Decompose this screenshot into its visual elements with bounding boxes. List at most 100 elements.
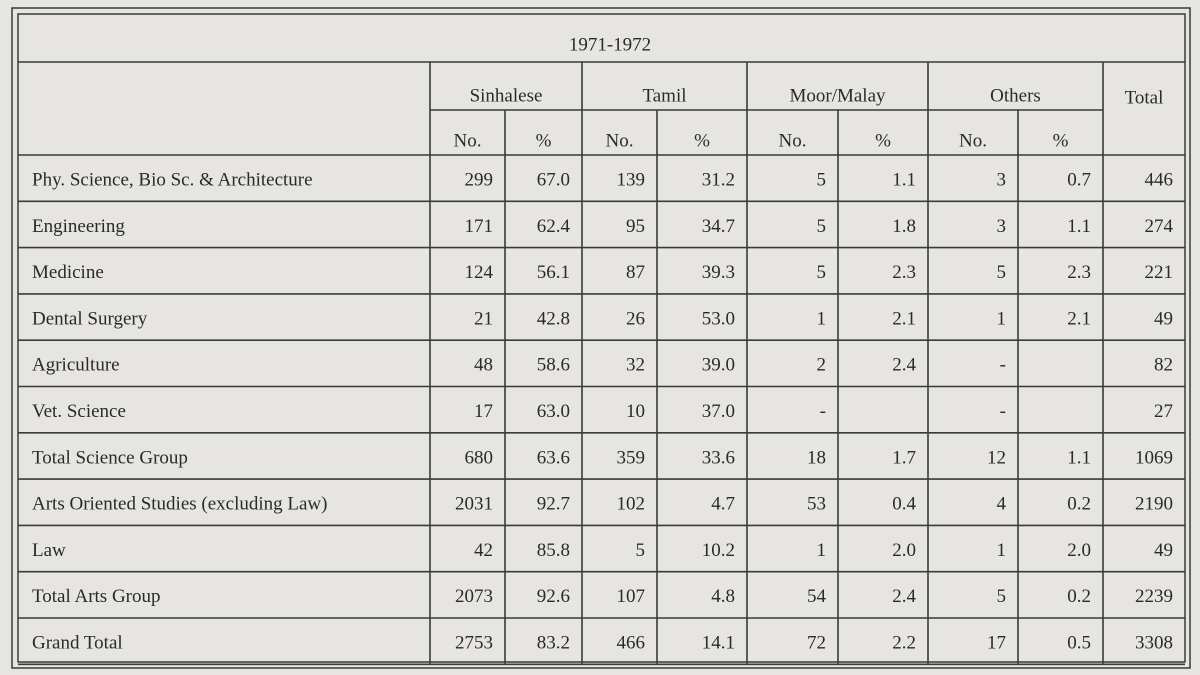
cell: 31.2 bbox=[702, 170, 735, 191]
cell: 72 bbox=[807, 633, 826, 654]
cell: 17 bbox=[987, 633, 1006, 654]
row-label: Law bbox=[32, 540, 66, 561]
cell: 1.1 bbox=[892, 170, 916, 191]
cell: 1.8 bbox=[892, 216, 916, 237]
cell: 49 bbox=[1154, 540, 1173, 561]
cell: 4.7 bbox=[711, 494, 735, 515]
row-label: Phy. Science, Bio Sc. & Architecture bbox=[32, 170, 313, 191]
cell: 680 bbox=[465, 447, 494, 468]
cell: 5 bbox=[997, 262, 1007, 283]
table-title: 1971-1972 bbox=[569, 34, 651, 55]
outer-frame bbox=[11, 7, 1191, 669]
cell: 18 bbox=[807, 447, 826, 468]
cell: 42.8 bbox=[537, 308, 570, 329]
row-label: Engineering bbox=[32, 216, 125, 237]
cell: - bbox=[820, 401, 826, 422]
cell: 53 bbox=[807, 494, 826, 515]
cell: 82 bbox=[1154, 355, 1173, 376]
cell: 21 bbox=[474, 308, 493, 329]
cell: 10.2 bbox=[702, 540, 735, 561]
cell: 0.7 bbox=[1067, 170, 1091, 191]
cell: 274 bbox=[1145, 216, 1174, 237]
cell: 0.4 bbox=[892, 494, 916, 515]
cell: 95 bbox=[626, 216, 645, 237]
cell: 3 bbox=[997, 216, 1007, 237]
cell: 0.2 bbox=[1067, 494, 1091, 515]
cell: 5 bbox=[817, 262, 827, 283]
cell: 63.6 bbox=[537, 447, 570, 468]
cell: 34.7 bbox=[702, 216, 735, 237]
cell: 33.6 bbox=[702, 447, 735, 468]
sub-header: No. bbox=[454, 130, 482, 151]
cell: 2753 bbox=[455, 633, 493, 654]
sub-header: No. bbox=[779, 130, 807, 151]
cell: 1.1 bbox=[1067, 447, 1091, 468]
cell: - bbox=[1000, 355, 1006, 376]
cell: 53.0 bbox=[702, 308, 735, 329]
cell: 446 bbox=[1145, 170, 1174, 191]
cell: 2031 bbox=[455, 494, 493, 515]
cell: 39.0 bbox=[702, 355, 735, 376]
row-label: Dental Surgery bbox=[32, 308, 148, 329]
cell: 2.1 bbox=[1067, 308, 1091, 329]
cell: 2.2 bbox=[892, 633, 916, 654]
cell: 2.0 bbox=[1067, 540, 1091, 561]
cell: 2.0 bbox=[892, 540, 916, 561]
cell: 2190 bbox=[1135, 494, 1173, 515]
cell: 2.3 bbox=[892, 262, 916, 283]
cell: 83.2 bbox=[537, 633, 570, 654]
cell: 4 bbox=[997, 494, 1007, 515]
cell: 171 bbox=[465, 216, 494, 237]
cell: 62.4 bbox=[537, 216, 571, 237]
cell: 2.1 bbox=[892, 308, 916, 329]
sub-header: % bbox=[536, 130, 552, 151]
cell: 58.6 bbox=[537, 355, 570, 376]
cell: 221 bbox=[1145, 262, 1174, 283]
cell: 3308 bbox=[1135, 633, 1173, 654]
cell: 1069 bbox=[1135, 447, 1173, 468]
cell: 42 bbox=[474, 540, 493, 561]
cell: 1 bbox=[817, 308, 827, 329]
inner-frame bbox=[17, 13, 1186, 663]
row-label: Medicine bbox=[32, 262, 104, 283]
cell: 5 bbox=[817, 170, 827, 191]
cell: 56.1 bbox=[537, 262, 570, 283]
cell: 2.4 bbox=[892, 586, 916, 607]
cell: 102 bbox=[617, 494, 646, 515]
cell: 12 bbox=[987, 447, 1006, 468]
cell: 5 bbox=[997, 586, 1007, 607]
cell: 5 bbox=[817, 216, 827, 237]
cell: 2.3 bbox=[1067, 262, 1091, 283]
cell: 67.0 bbox=[537, 170, 570, 191]
sub-header: % bbox=[1053, 130, 1069, 151]
cell: 1 bbox=[997, 540, 1007, 561]
cell: 85.8 bbox=[537, 540, 570, 561]
group-header: Others bbox=[990, 85, 1041, 106]
cell: 87 bbox=[626, 262, 645, 283]
cell: 1.1 bbox=[1067, 216, 1091, 237]
cell: 1 bbox=[817, 540, 827, 561]
sub-header: No. bbox=[959, 130, 987, 151]
group-header: Tamil bbox=[642, 85, 686, 106]
cell: 26 bbox=[626, 308, 645, 329]
row-label: Vet. Science bbox=[32, 401, 126, 422]
sub-header: % bbox=[875, 130, 891, 151]
cell: 92.7 bbox=[537, 494, 570, 515]
cell: 27 bbox=[1154, 401, 1173, 422]
row-label: Total Science Group bbox=[32, 447, 188, 468]
sub-header: % bbox=[694, 130, 710, 151]
cell: 39.3 bbox=[702, 262, 735, 283]
row-label: Grand Total bbox=[32, 633, 123, 654]
cell: 1 bbox=[997, 308, 1007, 329]
group-header: Sinhalese bbox=[470, 85, 543, 106]
row-label: Agriculture bbox=[32, 355, 120, 376]
cell: 3 bbox=[997, 170, 1007, 191]
cell: 63.0 bbox=[537, 401, 570, 422]
cell: 2073 bbox=[455, 586, 493, 607]
cell: 32 bbox=[626, 355, 645, 376]
cell: 139 bbox=[617, 170, 646, 191]
cell: 466 bbox=[617, 633, 646, 654]
cell: 5 bbox=[636, 540, 646, 561]
